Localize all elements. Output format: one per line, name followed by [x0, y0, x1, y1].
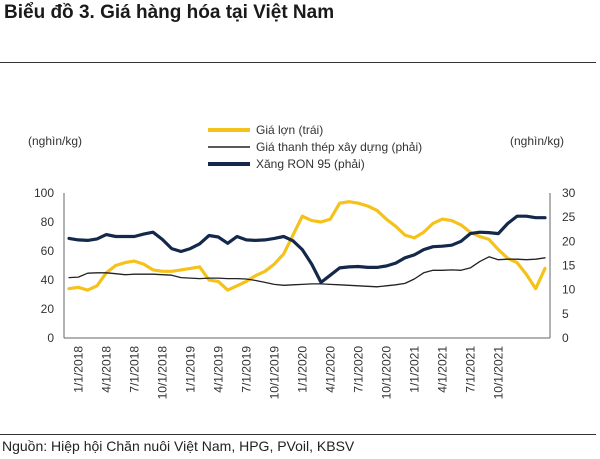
right-tick-label: 10: [562, 283, 576, 297]
x-tick-label: 7/1/2021: [463, 346, 477, 393]
right-tick-label: 0: [562, 331, 569, 345]
right-tick-label: 25: [562, 210, 576, 224]
x-tick-label: 10/1/2018: [155, 346, 169, 400]
x-tick-label: 1/1/2021: [407, 346, 421, 393]
right-tick-label: 15: [562, 259, 576, 273]
series-line-pork: [67, 200, 547, 292]
x-tick-label: 1/1/2019: [183, 346, 197, 393]
x-tick-label: 7/1/2019: [239, 346, 253, 393]
series-line-steel: [68, 256, 546, 288]
chart-legend: Giá lợn (trái) Giá thanh thép xây dựng (…: [208, 123, 422, 171]
right-tick-label: 30: [562, 186, 576, 200]
legend-label-steel: Giá thanh thép xây dựng (phải): [256, 140, 422, 154]
source-note: Nguồn: Hiệp hội Chăn nuôi Việt Nam, HPG,…: [2, 438, 355, 454]
x-tick-label: 7/1/2018: [127, 346, 141, 393]
x-tick-label: 4/1/2020: [323, 346, 337, 393]
left-tick-label: 0: [47, 331, 54, 345]
left-tick-label: 40: [41, 273, 55, 287]
left-tick-label: 100: [34, 186, 54, 200]
chart-series: [67, 200, 547, 292]
x-tick-label: 4/1/2021: [435, 346, 449, 393]
x-tick-label: 10/1/2020: [379, 346, 393, 400]
left-tick-label: 80: [41, 215, 55, 229]
x-tick-label: 10/1/2019: [267, 346, 281, 400]
left-axis-unit: (nghìn/kg): [28, 134, 82, 148]
right-axis-unit: (nghìn/kg): [510, 134, 564, 148]
source-divider: [0, 434, 596, 435]
right-axis-ticks: 0 5 10 15 20 25 30: [562, 186, 576, 345]
series-line-ron95: [67, 214, 547, 284]
x-tick-label: 4/1/2018: [99, 346, 113, 393]
right-tick-label: 20: [562, 234, 576, 248]
x-axis-ticks: 1/1/2018 4/1/2018 7/1/2018 10/1/2018 1/1/201…: [71, 346, 505, 400]
x-tick-label: 4/1/2019: [211, 346, 225, 393]
title-divider: [0, 62, 596, 63]
chart-canvas: (nghìn/kg) (nghìn/kg) Giá lợn (trái) Giá…: [28, 123, 576, 400]
chart-title: Biểu đồ 3. Giá hàng hóa tại Việt Nam: [4, 2, 335, 23]
x-tick-label: 7/1/2020: [351, 346, 365, 393]
left-tick-label: 20: [41, 302, 55, 316]
right-tick-label: 5: [562, 307, 569, 321]
left-tick-label: 60: [41, 244, 55, 258]
legend-label-pork: Giá lợn (trái): [256, 123, 323, 137]
x-tick-label: 1/1/2018: [71, 346, 85, 393]
left-axis-ticks: 0 20 40 60 80 100: [34, 186, 54, 345]
legend-label-ron95: Xăng RON 95 (phải): [256, 157, 365, 171]
x-tick-label: 10/1/2021: [491, 346, 505, 400]
x-tick-label: 1/1/2020: [295, 346, 309, 393]
